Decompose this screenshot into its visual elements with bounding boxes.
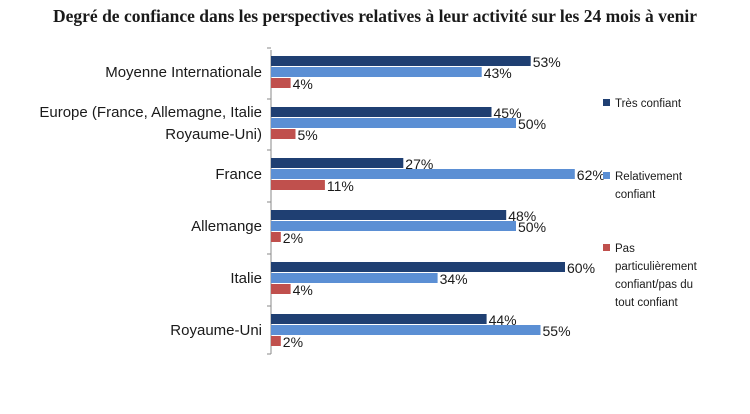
legend-swatch (603, 244, 610, 251)
legend-label: Relativement (615, 171, 683, 183)
data-label: 62% (577, 167, 605, 183)
data-label: 2% (283, 334, 303, 350)
bar-pas-confiant (271, 336, 281, 346)
data-label: 11% (327, 178, 354, 194)
legend-swatch (603, 99, 610, 106)
bar-tres-confiant (271, 158, 404, 168)
bar-pas-confiant (271, 232, 281, 242)
data-label: 4% (293, 282, 313, 298)
legend-label: Très confiant (615, 98, 682, 110)
bar-pas-confiant (271, 284, 291, 294)
chart-title: Degré de confiance dans les perspectives… (53, 6, 697, 26)
bar-relativement-confiant (271, 221, 516, 231)
legend-label: confiant/pas du (615, 279, 693, 291)
category-label: Europe (France, Allemagne, Italie (39, 104, 262, 121)
data-label: 5% (298, 127, 318, 143)
legend-label: particulièrement (615, 261, 698, 273)
bar-relativement-confiant (271, 67, 482, 77)
bar-pas-confiant (271, 180, 325, 190)
data-label: 4% (293, 76, 313, 92)
bar-tres-confiant (271, 314, 487, 324)
category-label: Moyenne Internationale (105, 64, 262, 81)
bar-relativement-confiant (271, 325, 541, 335)
category-label: Italie (230, 270, 262, 287)
bar-tres-confiant (271, 210, 507, 220)
category-label: Allemange (191, 218, 262, 235)
data-label: 50% (518, 219, 546, 235)
bar-relativement-confiant (271, 118, 516, 128)
data-label: 53% (533, 54, 561, 70)
bar-relativement-confiant (271, 273, 438, 283)
data-label: 27% (405, 156, 433, 172)
category-label: Royaume-Uni (170, 322, 262, 339)
bar-pas-confiant (271, 129, 296, 139)
bar-tres-confiant (271, 262, 565, 272)
bar-tres-confiant (271, 56, 531, 66)
data-label: 48% (508, 208, 536, 224)
data-label: 60% (567, 260, 595, 276)
legend-label: tout confiant (615, 297, 678, 309)
data-label: 44% (489, 312, 517, 328)
data-label: 43% (484, 65, 512, 81)
legend-swatch (603, 172, 610, 179)
legend-label: Pas (615, 243, 635, 255)
data-label: 55% (543, 323, 571, 339)
bar-relativement-confiant (271, 169, 575, 179)
data-label: 2% (283, 230, 303, 246)
category-label: Royaume-Uni) (165, 126, 262, 143)
legend-label: confiant (615, 189, 656, 201)
bar-pas-confiant (271, 78, 291, 88)
data-label: 50% (518, 116, 546, 132)
bar-tres-confiant (271, 107, 492, 117)
data-label: 34% (440, 271, 468, 287)
category-label: France (215, 166, 262, 183)
data-label: 45% (494, 105, 522, 121)
